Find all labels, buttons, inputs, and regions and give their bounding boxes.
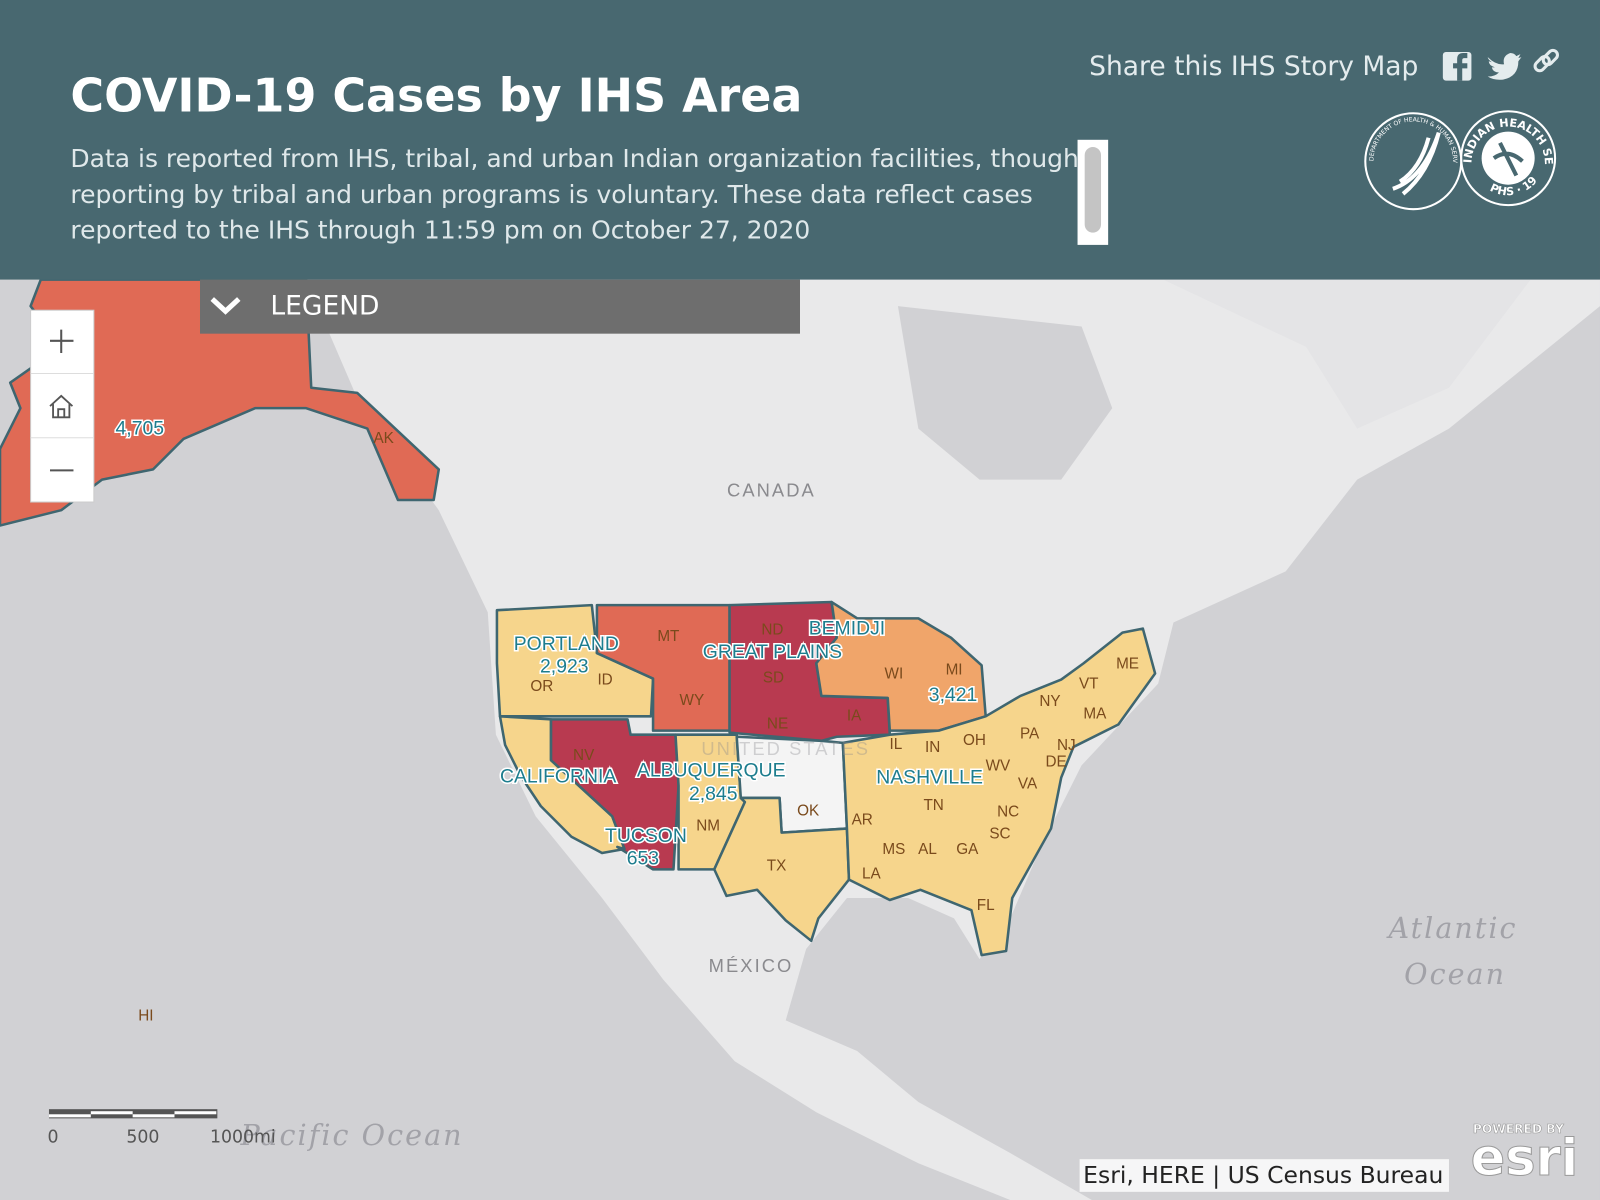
ocean-label: Pacific Ocean bbox=[239, 1118, 463, 1152]
state-label: SD bbox=[763, 670, 784, 687]
nashville-area bbox=[841, 627, 1157, 957]
header bbox=[0, 0, 1600, 280]
attribution-bg bbox=[1079, 1159, 1449, 1192]
state-label: PA bbox=[1020, 726, 1040, 743]
state-label: MT bbox=[657, 628, 679, 645]
area-label: 2,845 bbox=[689, 783, 738, 805]
area-label: CALIFORNIA bbox=[500, 766, 616, 788]
state-label: LA bbox=[862, 866, 882, 883]
link-icon[interactable] bbox=[1533, 48, 1559, 73]
area-label: TUCSON bbox=[605, 825, 687, 847]
state-label: NJ bbox=[1057, 737, 1076, 754]
state-label: AR bbox=[852, 811, 873, 828]
twitter-icon[interactable] bbox=[1487, 53, 1522, 80]
place-label: UNITED STATES bbox=[701, 738, 870, 759]
tucson-phoenix-area bbox=[549, 718, 680, 871]
attribution: Esri, HERE | US Census Bureau bbox=[1083, 1161, 1443, 1189]
state-label: VT bbox=[1079, 676, 1099, 693]
state-label: ND bbox=[761, 622, 783, 639]
state-label: TX bbox=[767, 857, 787, 874]
place-label: MÉXICO bbox=[709, 955, 794, 976]
state-label: WY bbox=[680, 692, 705, 709]
state-label: TN bbox=[923, 797, 943, 814]
scrollbar-thumb[interactable] bbox=[1084, 146, 1102, 233]
greenland bbox=[1163, 279, 1531, 429]
hudson-bay bbox=[897, 306, 1113, 480]
state-label: NE bbox=[767, 716, 788, 733]
area-label: PORTLAND bbox=[514, 633, 619, 655]
place-label: CANADA bbox=[727, 480, 816, 501]
state-label: DE bbox=[1045, 753, 1066, 770]
state-label: IL bbox=[890, 736, 903, 753]
area-label: BEMIDJI bbox=[809, 618, 885, 640]
area-label: GREAT PLAINS bbox=[703, 641, 842, 663]
state-label: SC bbox=[989, 826, 1010, 843]
state-label: OK bbox=[797, 802, 820, 819]
esri-logo: esri bbox=[1471, 1129, 1579, 1188]
texas bbox=[713, 796, 851, 943]
facebook-f bbox=[1453, 53, 1468, 81]
state-label: OH bbox=[963, 732, 986, 749]
zoom-in[interactable] bbox=[49, 329, 74, 354]
map-labels: AK MT OR ID WY ND SD NE IA WI MI NV IL IN OH PA NY VT ME MA… bbox=[48, 416, 1517, 1152]
home-button[interactable] bbox=[49, 394, 74, 419]
area-label: 3,421 bbox=[929, 684, 978, 706]
state-label: NC bbox=[997, 803, 1019, 820]
scale-label: 1000mi bbox=[210, 1128, 276, 1148]
scale-label: 500 bbox=[126, 1128, 159, 1148]
state-label: MS bbox=[882, 841, 905, 858]
state-label: ME bbox=[1116, 655, 1139, 672]
ihs-seal bbox=[1460, 110, 1557, 207]
scale-label: 0 bbox=[48, 1128, 59, 1148]
legend-chevron[interactable] bbox=[210, 297, 241, 315]
state-label: AL bbox=[918, 841, 937, 858]
legend-bar[interactable] bbox=[199, 279, 800, 334]
state-label: NM bbox=[696, 818, 720, 835]
description: Data is reported from IHS, tribal, and u… bbox=[70, 144, 1078, 244]
state-label: MI bbox=[946, 661, 963, 678]
state-label: NV bbox=[573, 747, 595, 764]
scale-bar bbox=[48, 1109, 218, 1119]
ocean-label: Ocean bbox=[1404, 957, 1506, 991]
state-label: OR bbox=[530, 678, 553, 695]
esri-powered: POWERED BY bbox=[1473, 1122, 1564, 1136]
state-label: IN bbox=[925, 739, 940, 756]
area-label: 2,923 bbox=[540, 655, 589, 677]
state-label: NY bbox=[1039, 693, 1060, 710]
state-label: AK bbox=[373, 430, 394, 447]
area-label: NASHVILLE bbox=[876, 767, 983, 789]
ocean-label: Atlantic bbox=[1385, 911, 1517, 945]
state-label: WI bbox=[885, 666, 904, 683]
state-label: FL bbox=[977, 897, 995, 914]
share-text: Share this IHS Story Map bbox=[1089, 51, 1418, 82]
description-line: reported to the IHS through 11:59 pm on … bbox=[70, 216, 810, 245]
description-line: Data is reported from IHS, tribal, and u… bbox=[70, 144, 1078, 173]
area-label: 4,705 bbox=[116, 418, 165, 440]
description-line: reporting by tribal and urban programs i… bbox=[70, 180, 1032, 209]
area-label: 653 bbox=[627, 847, 659, 869]
state-label: MA bbox=[1083, 705, 1107, 722]
area-label: ALBUQUERQUE bbox=[637, 760, 786, 782]
state-label: VA bbox=[1018, 776, 1038, 793]
state-label: GA bbox=[956, 841, 979, 858]
legend-title: LEGEND bbox=[270, 291, 379, 322]
state-label: HI bbox=[138, 1007, 153, 1024]
state-label: IA bbox=[847, 707, 862, 724]
title: COVID-19 Cases by IHS Area bbox=[70, 68, 802, 122]
state-label: ID bbox=[597, 672, 612, 689]
state-label: WV bbox=[986, 757, 1011, 774]
